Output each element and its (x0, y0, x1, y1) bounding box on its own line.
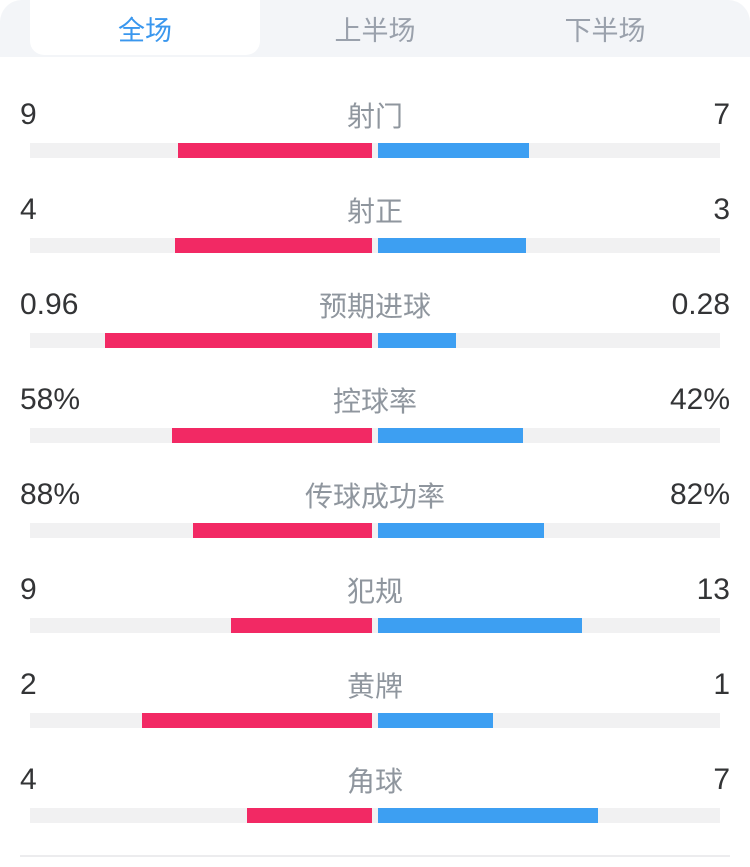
stat-row-head: 2 黄牌 1 (20, 667, 730, 702)
stat-label: 角球 (346, 765, 403, 797)
home-value: 4 (20, 762, 37, 796)
stat-label: 传球成功率 (304, 480, 445, 512)
tab-full-match[interactable]: 全场 (30, 0, 260, 57)
away-value: 82% (669, 477, 730, 511)
home-bar (193, 523, 372, 538)
away-bar (378, 618, 582, 633)
home-value: 4 (20, 192, 37, 226)
home-value: 0.96 (20, 287, 79, 321)
stat-row-2: 0.96 预期进球 0.28 (20, 288, 730, 348)
stat-row-1: 4 射正 3 (20, 193, 730, 253)
away-value: 3 (713, 192, 730, 226)
stat-row-head: 9 射门 7 (20, 97, 730, 132)
home-bar (247, 808, 372, 823)
stat-bar-track (30, 428, 720, 443)
tab-full-match-label: 全场 (118, 16, 172, 46)
stat-bar-track (30, 808, 720, 823)
stat-bar-track (30, 713, 720, 728)
tab-second-half-label: 下半场 (564, 16, 646, 46)
stat-label: 控球率 (332, 385, 417, 417)
home-bar (142, 713, 372, 728)
period-tabs: 全场 上半场 下半场 (0, 0, 750, 57)
home-bar (175, 238, 372, 253)
stat-bar-track (30, 333, 720, 348)
home-value: 9 (20, 572, 37, 606)
stat-bar-track (30, 523, 720, 538)
stat-bar-track (30, 238, 720, 253)
stat-label: 预期进球 (318, 290, 431, 322)
stat-label: 射门 (346, 100, 403, 132)
home-bar (231, 618, 372, 633)
stat-bar-track (30, 143, 720, 158)
stat-row-head: 58% 控球率 42% (20, 382, 730, 417)
away-bar (378, 523, 544, 538)
stat-label: 犯规 (346, 575, 403, 607)
stat-row-head: 0.96 预期进球 0.28 (20, 287, 730, 322)
home-bar (178, 143, 372, 158)
stat-row-head: 9 犯规 13 (20, 572, 730, 607)
away-bar (378, 808, 598, 823)
stat-row-3: 58% 控球率 42% (20, 383, 730, 443)
stat-row-head: 4 角球 7 (20, 762, 730, 797)
away-bar (378, 333, 456, 348)
stat-label: 射正 (346, 195, 403, 227)
home-value: 88% (20, 477, 81, 511)
stat-row-6: 2 黄牌 1 (20, 668, 730, 728)
stats-list: 9 射门 7 4 射正 3 0.96 预期进球 0.28 (0, 98, 750, 823)
away-value: 1 (713, 667, 730, 701)
away-value: 42% (669, 382, 730, 416)
tab-first-half-label: 上半场 (334, 16, 416, 46)
away-value: 7 (713, 762, 730, 796)
away-bar (378, 428, 523, 443)
away-bar (378, 238, 526, 253)
home-value: 9 (20, 97, 37, 131)
stat-row-head: 4 射正 3 (20, 192, 730, 227)
stat-row-4: 88% 传球成功率 82% (20, 478, 730, 538)
stat-row-7: 4 角球 7 (20, 763, 730, 823)
away-bar (378, 713, 493, 728)
away-bar (378, 143, 529, 158)
tab-second-half[interactable]: 下半场 (490, 0, 720, 57)
home-value: 2 (20, 667, 37, 701)
home-value: 58% (20, 382, 81, 416)
away-value: 7 (713, 97, 730, 131)
away-value: 13 (696, 572, 730, 606)
stat-row-0: 9 射门 7 (20, 98, 730, 158)
home-bar (172, 428, 372, 443)
home-bar (105, 333, 372, 348)
stat-bar-track (30, 618, 720, 633)
stat-row-head: 88% 传球成功率 82% (20, 477, 730, 512)
stat-row-5: 9 犯规 13 (20, 573, 730, 633)
active-tab-indicator (30, 0, 260, 55)
away-value: 0.28 (671, 287, 730, 321)
tab-first-half[interactable]: 上半场 (260, 0, 490, 57)
stat-label: 黄牌 (346, 670, 403, 702)
bottom-divider (20, 855, 730, 857)
